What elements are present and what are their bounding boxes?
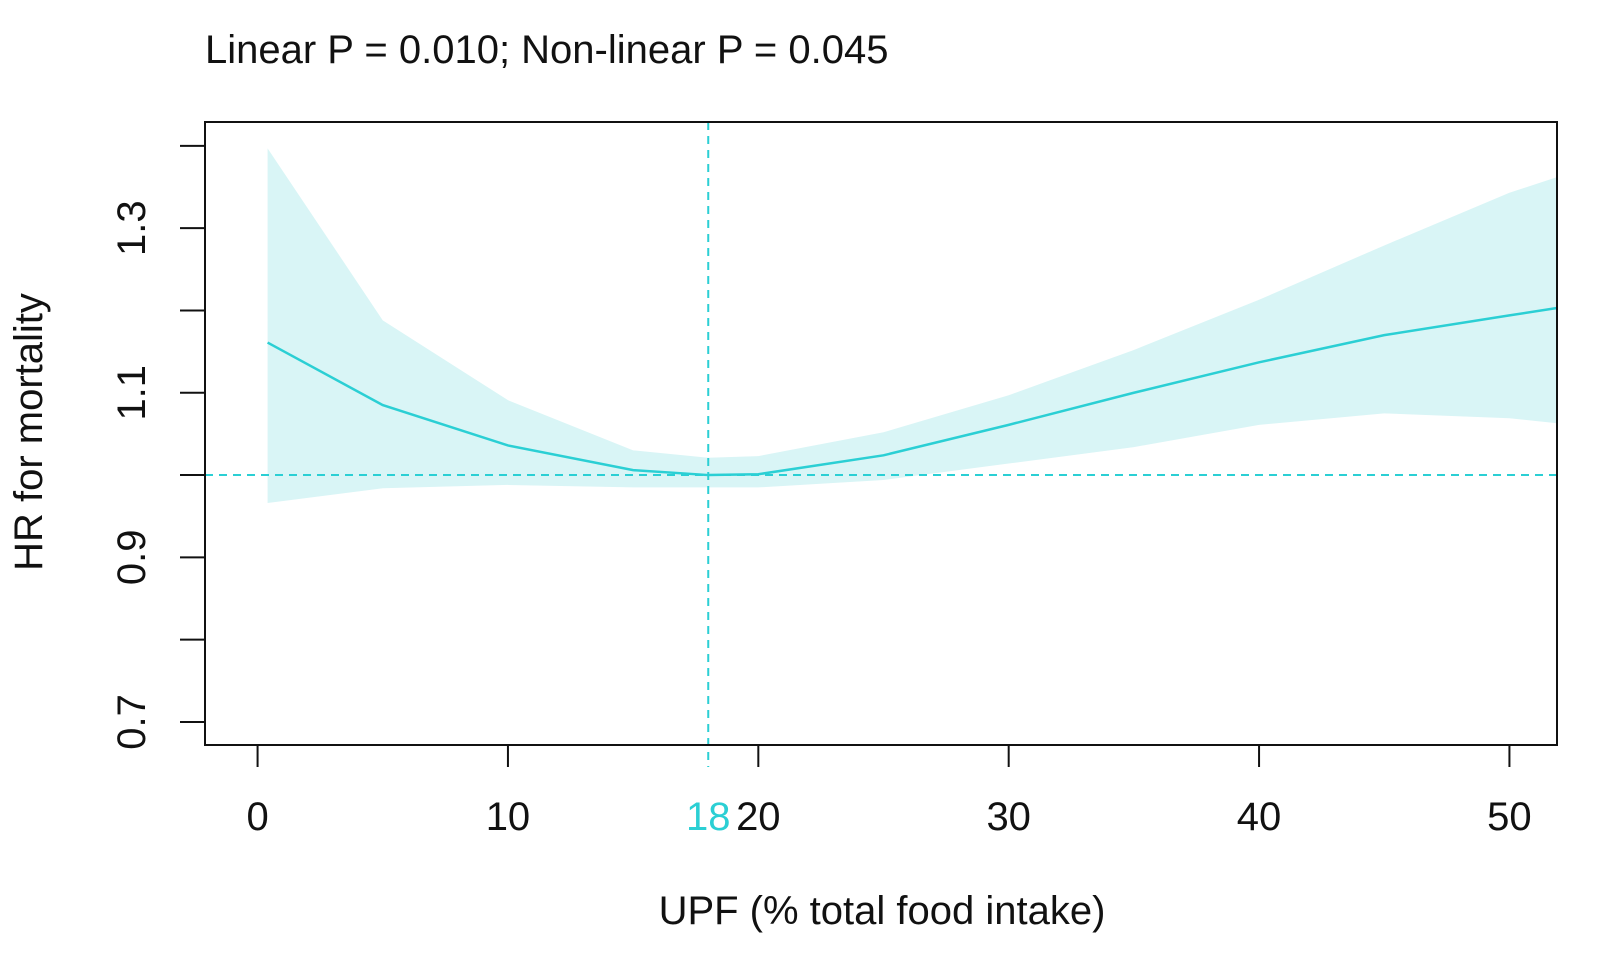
- plot-frame: [204, 121, 1558, 746]
- x-tick-label: 50: [1487, 795, 1532, 839]
- x-tick-label: 30: [986, 795, 1031, 839]
- x-tick-label: 10: [486, 795, 531, 839]
- y-tick-label: 1.1: [110, 365, 154, 421]
- spline-line: [266, 306, 1558, 477]
- y-tick-label: 0.7: [110, 694, 154, 750]
- chart-title: Linear P = 0.010; Non-linear P = 0.045: [205, 28, 888, 72]
- x-tick-label: 0: [246, 795, 268, 839]
- x-axis-label: UPF (% total food intake): [659, 889, 1106, 933]
- y-axis-label: HR for mortality: [7, 293, 51, 571]
- reference-x-label: 18: [686, 795, 731, 839]
- y-tick-label: 1.3: [110, 200, 154, 256]
- confidence-band: [267, 148, 1558, 504]
- x-tick-label: 40: [1237, 795, 1282, 839]
- y-tick-label: 0.9: [110, 530, 154, 586]
- x-tick-label: 20: [736, 795, 781, 839]
